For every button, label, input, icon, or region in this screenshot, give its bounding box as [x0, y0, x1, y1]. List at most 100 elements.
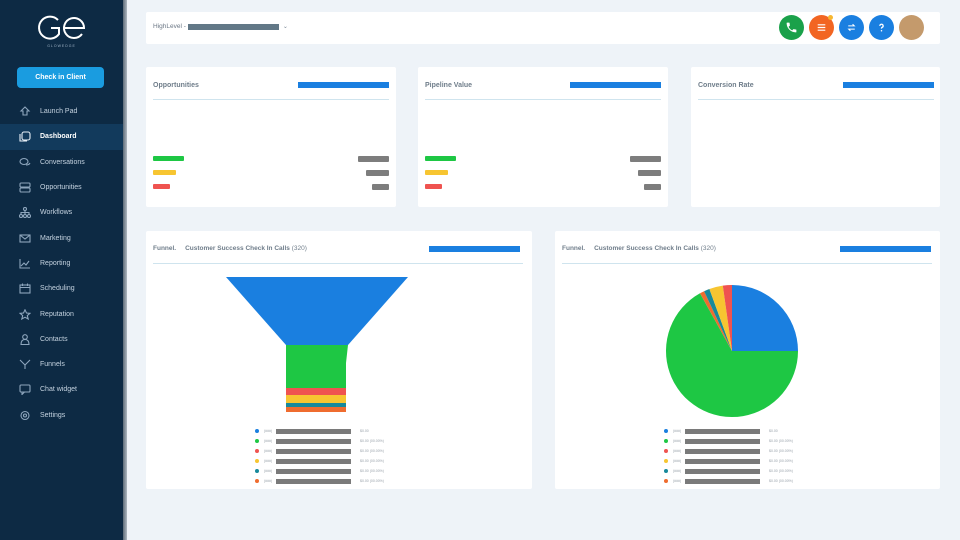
legend-dot-icon	[255, 459, 259, 463]
list-icon	[817, 24, 826, 31]
funnel-chart[interactable]	[226, 277, 408, 417]
legend-item[interactable]: (###) $0.00	[255, 426, 384, 436]
legend-label-redacted	[276, 468, 351, 474]
sidebar-item-reputation[interactable]: Reputation	[0, 301, 123, 326]
phone-icon	[786, 22, 797, 33]
envelope-icon	[19, 233, 31, 243]
logo-subtitle: GLOWEDGE	[47, 44, 76, 48]
funnel-stage-2[interactable]	[286, 345, 348, 388]
legend-item[interactable]: (###) $0.00 (00.00%)	[664, 446, 793, 456]
card-header-value-redacted	[840, 246, 931, 252]
sidebar-nav: Launch Pad Dashboard Conversations Oppor…	[0, 99, 123, 428]
sidebar-item-chat-widget[interactable]: Chat widget	[0, 377, 123, 402]
notification-badge	[828, 15, 833, 20]
stat-value-lost-redacted	[644, 184, 661, 190]
legend-name: (###)	[264, 429, 273, 433]
pie-slice-3[interactable]	[722, 284, 732, 351]
logo[interactable]: GLOWEDGE	[0, 14, 123, 48]
funnel-name[interactable]: Customer Success Check In Calls	[594, 245, 699, 252]
sidebar-item-settings[interactable]: Settings	[0, 403, 123, 428]
switch-button[interactable]	[839, 15, 864, 40]
legend-item[interactable]: (###) $0.00 (00.00%)	[255, 456, 384, 466]
legend-item[interactable]: (###) $0.00 (00.00%)	[255, 446, 384, 456]
funnel-chart-card: Funnel. Customer Success Check In Calls (…	[146, 231, 532, 489]
legend-label-redacted	[276, 478, 351, 484]
sidebar-item-label: Funnels	[40, 361, 65, 369]
check-in-client-button[interactable]: Check in Client	[17, 67, 104, 88]
funnel-name[interactable]: Customer Success Check In Calls	[185, 245, 290, 252]
legend-dot-icon	[664, 449, 668, 453]
sidebar-item-contacts[interactable]: Contacts	[0, 327, 123, 352]
sidebar-item-marketing[interactable]: Marketing	[0, 225, 123, 250]
help-button[interactable]	[869, 15, 894, 40]
card-divider	[153, 99, 389, 100]
legend-name: (###)	[673, 439, 682, 443]
legend-value: $0.00	[769, 429, 778, 433]
phone-button[interactable]	[779, 15, 804, 40]
sidebar-item-dashboard[interactable]: Dashboard	[0, 124, 123, 150]
funnel-stage-6[interactable]	[286, 407, 346, 412]
pie-chart-card: Funnel. Customer Success Check In Calls (…	[555, 231, 940, 489]
chevron-down-icon[interactable]: ⌄	[282, 24, 288, 30]
pie-slice-6[interactable]	[700, 291, 732, 351]
funnel-stage-5[interactable]	[286, 403, 346, 407]
sidebar-item-label: Settings	[40, 411, 66, 419]
sidebar-item-reporting[interactable]: Reporting	[0, 251, 123, 276]
legend-dot-icon	[664, 429, 668, 433]
sidebar: GLOWEDGE Check in Client Launch Pad Dash…	[0, 0, 123, 540]
header-actions	[779, 15, 924, 40]
stat-bar-open	[153, 170, 176, 175]
legend-item[interactable]: (###) $0.00 (00.00%)	[255, 476, 384, 486]
legend-name: (###)	[673, 459, 682, 463]
pie-slice-4[interactable]	[709, 285, 732, 351]
funnel-stage-4[interactable]	[286, 395, 346, 403]
card-title: Pipeline Value	[425, 82, 473, 89]
avatar[interactable]	[899, 15, 924, 40]
card-header-value-redacted	[843, 82, 934, 88]
legend-dot-icon	[255, 439, 259, 443]
card-title: Funnel. Customer Success Check In Calls (…	[153, 245, 307, 252]
legend-item[interactable]: (###) $0.00 (00.00%)	[255, 436, 384, 446]
pie-slice-5[interactable]	[704, 289, 732, 351]
stat-bar-lost	[425, 184, 442, 189]
legend-item[interactable]: (###) $0.00 (00.00%)	[664, 456, 793, 466]
legend-label-redacted	[685, 428, 760, 434]
legend-dot-icon	[255, 449, 259, 453]
legend-value: $0.00 (00.00%)	[360, 439, 384, 443]
sidebar-item-opportunities[interactable]: Opportunities	[0, 175, 123, 200]
breadcrumb[interactable]: HighLevel - ⌄	[153, 23, 288, 30]
sidebar-item-scheduling[interactable]: Scheduling	[0, 276, 123, 301]
sidebar-scrollbar[interactable]	[123, 0, 127, 540]
legend-value: $0.00 (00.00%)	[360, 459, 384, 463]
stat-value-lost-redacted	[372, 184, 389, 190]
sidebar-item-funnels[interactable]: Funnels	[0, 352, 123, 377]
chat-widget-icon	[19, 384, 31, 396]
sidebar-item-launch-pad[interactable]: Launch Pad	[0, 99, 123, 124]
legend-value: $0.00 (00.00%)	[769, 469, 793, 473]
pie-chart[interactable]	[665, 284, 799, 418]
legend-label-redacted	[276, 438, 351, 444]
legend-dot-icon	[664, 469, 668, 473]
notifications-button[interactable]	[809, 15, 834, 40]
legend-item[interactable]: (###) $0.00 (00.00%)	[664, 466, 793, 476]
card-title: Funnel. Customer Success Check In Calls (…	[562, 245, 716, 252]
funnel-stage-3[interactable]	[286, 388, 346, 395]
arrows-swap-icon	[847, 23, 856, 32]
pie-slice-1[interactable]	[732, 285, 798, 351]
stat-bar-lost	[153, 184, 170, 189]
legend-item[interactable]: (###) $0.00	[664, 426, 793, 436]
legend-item[interactable]: (###) $0.00 (00.00%)	[664, 476, 793, 486]
sidebar-item-label: Reputation	[40, 310, 74, 318]
sidebar-item-conversations[interactable]: Conversations	[0, 150, 123, 175]
pie-slice-2[interactable]	[666, 293, 798, 418]
legend-name: (###)	[264, 449, 273, 453]
sidebar-item-workflows[interactable]: Workflows	[0, 200, 123, 225]
legend-item[interactable]: (###) $0.00 (00.00%)	[255, 466, 384, 476]
sidebar-item-label: Scheduling	[40, 285, 75, 293]
question-icon	[879, 23, 884, 32]
card-title: Conversion Rate	[698, 82, 754, 89]
legend-item[interactable]: (###) $0.00 (00.00%)	[664, 436, 793, 446]
stack-icon	[19, 182, 31, 193]
legend-label-redacted	[276, 448, 351, 454]
funnel-stage-1[interactable]	[226, 277, 408, 345]
